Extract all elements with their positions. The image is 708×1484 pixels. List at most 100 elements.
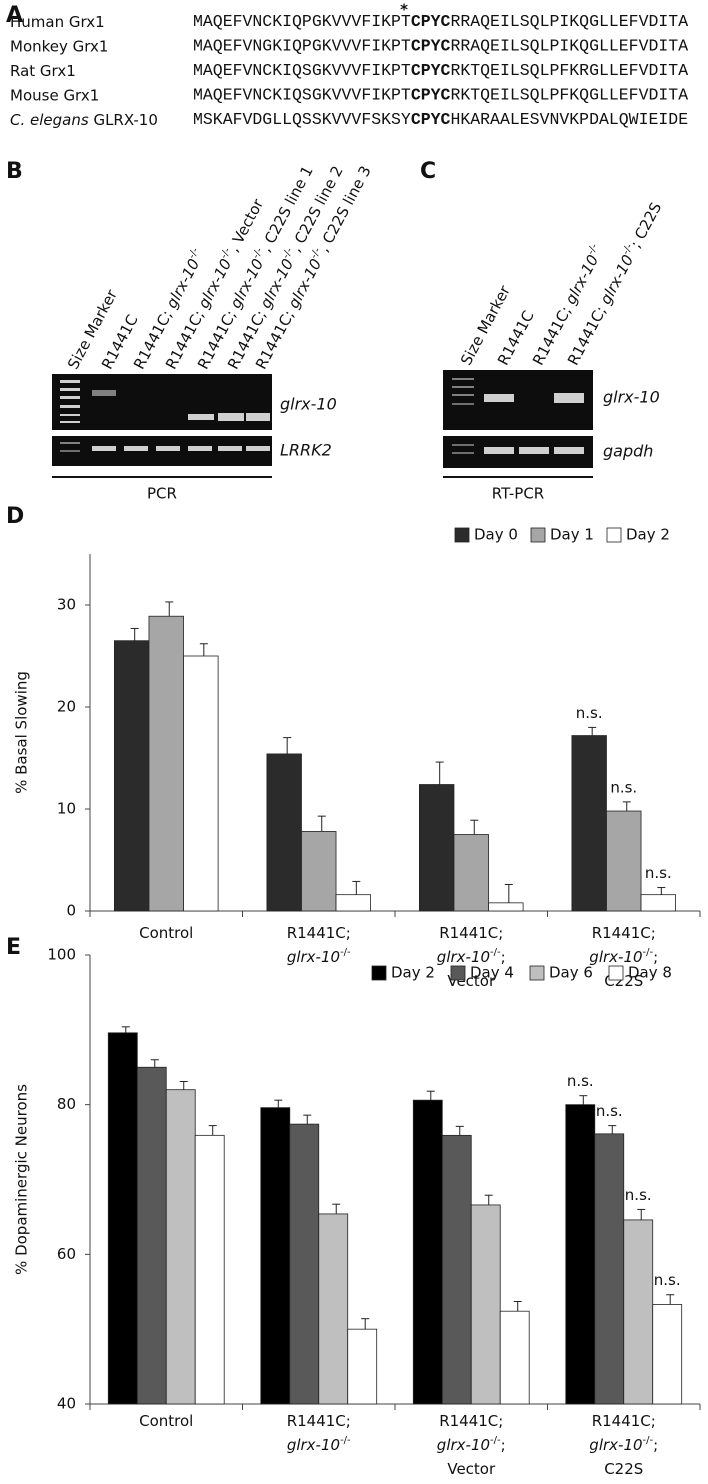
legend-label: Day 6 [549, 964, 593, 982]
y-tick-label: 20 [57, 698, 76, 716]
species-name: C. elegans GLRX-10 [10, 111, 158, 129]
text-segment: Rat Grx1 [10, 62, 76, 80]
error-bar [361, 1318, 370, 1330]
text-segment: R1441C; [439, 1412, 503, 1430]
x-tick-label: Control [139, 924, 193, 942]
sequence-part: RRAQEILSQLPIKQGLLEFVDITA [450, 37, 688, 56]
sequence: MAQEFVNCKIQSGKVVVFIKPTCPYCRKTQEILSQLPFKR… [193, 61, 688, 80]
legend-label: Day 8 [628, 964, 672, 982]
text-segment: ; [653, 1436, 658, 1454]
bar [640, 894, 676, 912]
text-segment: C22S [604, 1460, 643, 1478]
text-segment: -/- [186, 246, 201, 261]
legend-swatch [454, 527, 470, 543]
text-segment: -/- [585, 242, 600, 257]
sequence-part: RKTQEILSQLPFKRGLLEFVDITA [450, 61, 688, 80]
text-segment: glrx-10 [596, 252, 637, 307]
sequence: MAQEFVNCKIQSGKVVVFIKPTCPYCRKTQEILSQLPFKQ… [193, 86, 688, 105]
text-segment: R1441C; [287, 924, 351, 942]
error-bar [484, 1194, 493, 1205]
gene-label: LRRK2 [280, 441, 332, 460]
bar [165, 1089, 196, 1405]
text-segment: glrx-10 [287, 1436, 340, 1454]
error-bar [274, 1099, 283, 1108]
species-name: Monkey Grx1 [10, 37, 108, 55]
bar [183, 655, 219, 912]
sequence: MAQEFVNCKIQPGKVVVFIKPTCPYCRRAQEILSQLPIKQ… [193, 12, 688, 31]
legend-swatch [606, 527, 622, 543]
text-segment: Monkey Grx1 [10, 37, 108, 55]
text-segment: -/- [218, 246, 233, 261]
x-tick-label: R1441C; [287, 924, 351, 942]
species-name: Rat Grx1 [10, 62, 76, 80]
sequence-part: MAQEFVNCKIQPGKVVVFIKPT [193, 12, 411, 31]
gene-label: glrx-10 [280, 395, 337, 414]
text-segment: C. elegans [10, 111, 89, 129]
bar [318, 1213, 349, 1405]
text-segment: glrx-10 [287, 948, 340, 966]
text-segment: -/- [250, 246, 265, 261]
x-tick-label: glrx-10-/-; [437, 947, 506, 966]
error-bar [470, 819, 479, 835]
x-tick-label: R1441C; [592, 924, 656, 942]
sequence: MSKAFVDGLLQSSKVVVFSKSYCPYCHKARAALESVNVKP… [193, 110, 688, 129]
y-tick-label: 100 [47, 946, 76, 964]
motif: CPYC [411, 37, 451, 56]
annotation: n.s. [645, 864, 672, 882]
bar [441, 1134, 472, 1405]
text-segment: R1441C; [592, 1412, 656, 1430]
asterisk: * [400, 1, 408, 19]
sequence-part: MAQEFVNGKIQPGKVVVFIKPT [193, 37, 411, 56]
text-segment: R1441C; [439, 924, 503, 942]
panel-label: B [6, 159, 23, 184]
error-bar [317, 815, 326, 832]
bar [488, 902, 524, 912]
x-tick-label: glrx-10-/-; [589, 1435, 658, 1454]
x-tick-label: Vector [447, 1460, 496, 1478]
x-tick-label: R1441C; [592, 1412, 656, 1430]
x-tick-label: glrx-10-/-; [437, 1435, 506, 1454]
error-bar [199, 643, 208, 656]
text-segment: -/- [340, 1435, 351, 1446]
text-segment: Control [139, 1412, 193, 1430]
bar [412, 1099, 443, 1405]
text-segment: ; [501, 1436, 506, 1454]
legend-swatch [608, 965, 624, 981]
bar [499, 1310, 530, 1405]
annotation: n.s. [625, 1186, 652, 1204]
method-label: RT-PCR [492, 485, 544, 503]
x-tick-label: C22S [604, 1460, 643, 1478]
legend-swatch [529, 965, 545, 981]
error-bar [622, 801, 631, 812]
panel-label: E [6, 935, 21, 960]
error-bar [332, 1203, 341, 1214]
text-segment: Human Grx1 [10, 13, 105, 31]
annotation: n.s. [596, 1102, 623, 1120]
species-name: Human Grx1 [10, 13, 105, 31]
text-segment: -/- [643, 947, 654, 958]
gel-c [443, 370, 593, 478]
text-segment: -/- [490, 1435, 501, 1446]
y-tick-label: 80 [57, 1095, 76, 1113]
text-segment: -/- [620, 242, 635, 257]
panel-label: D [6, 504, 24, 529]
text-segment: ; [501, 948, 506, 966]
bar [194, 1134, 225, 1405]
legend-label: Day 1 [550, 526, 594, 544]
text-segment: glrx-10 [437, 1436, 490, 1454]
legend-label: Day 4 [470, 964, 514, 982]
method-label: PCR [147, 485, 177, 503]
legend-swatch [530, 527, 546, 543]
legend-label: Day 2 [391, 964, 435, 982]
bar [266, 753, 302, 912]
bar [260, 1107, 291, 1405]
sequence-part: MSKAFVDGLLQSSKVVVFSKSY [193, 110, 411, 129]
text-segment: -/- [308, 246, 323, 261]
bar [347, 1328, 378, 1405]
x-tick-label: R1441C; [287, 1412, 351, 1430]
error-bar [352, 880, 361, 895]
text-segment: Vector [447, 1460, 496, 1478]
text-segment: Mouse Grx1 [10, 86, 99, 104]
annotation: n.s. [576, 704, 603, 722]
